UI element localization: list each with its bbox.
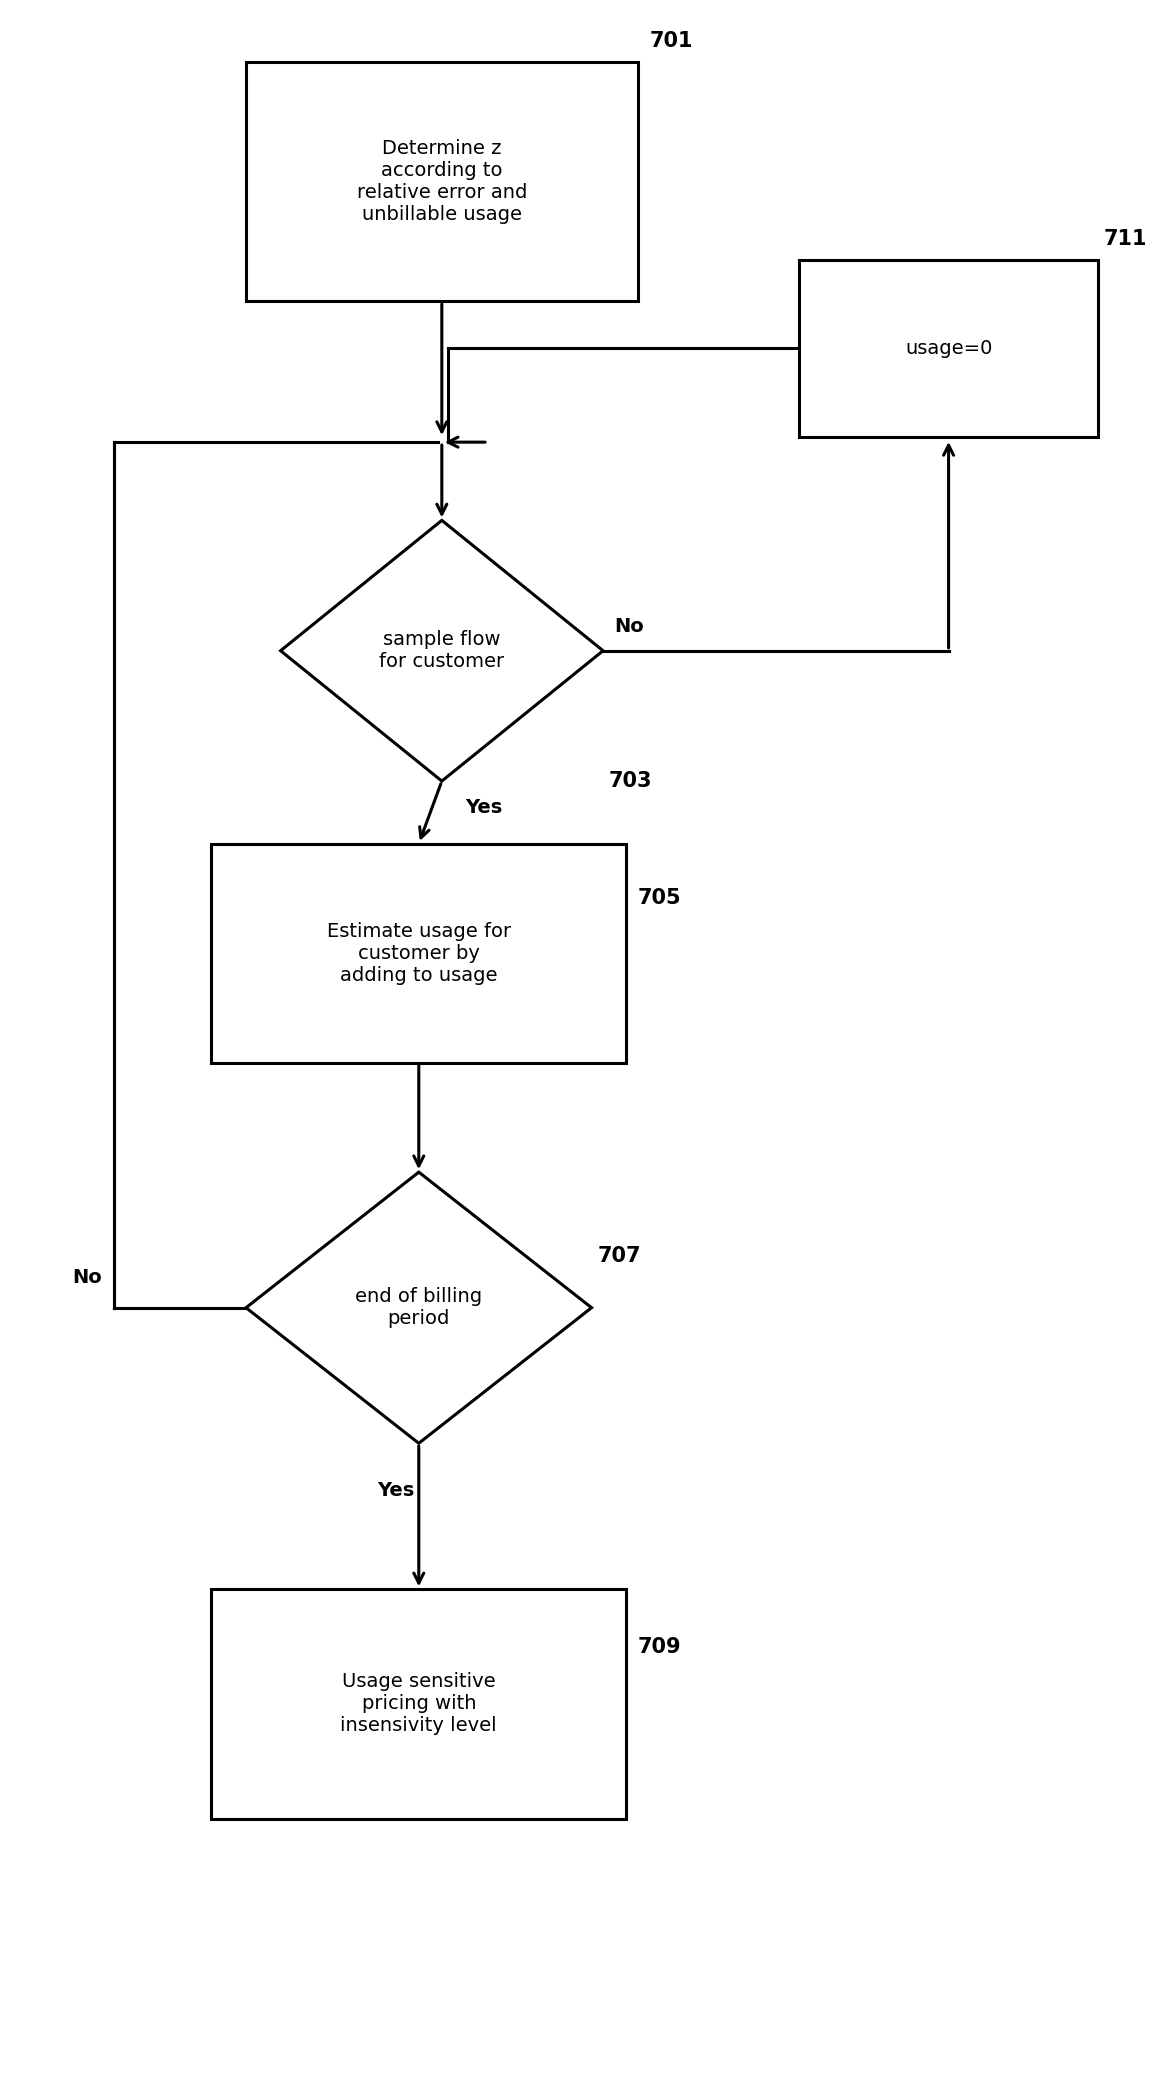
Text: 703: 703 xyxy=(608,771,652,792)
Text: Yes: Yes xyxy=(377,1480,414,1499)
Text: end of billing
period: end of billing period xyxy=(355,1288,483,1328)
Text: usage=0: usage=0 xyxy=(905,339,992,358)
Polygon shape xyxy=(247,1173,592,1443)
Text: Usage sensitive
pricing with
insensivity level: Usage sensitive pricing with insensivity… xyxy=(341,1673,497,1736)
Text: sample flow
for customer: sample flow for customer xyxy=(379,630,505,672)
Text: 705: 705 xyxy=(637,888,682,909)
Text: Determine z
according to
relative error and
unbillable usage: Determine z according to relative error … xyxy=(357,138,527,224)
Bar xyxy=(212,844,626,1062)
Bar xyxy=(212,1589,626,1820)
Text: Yes: Yes xyxy=(465,798,502,817)
Polygon shape xyxy=(280,521,604,781)
Text: 709: 709 xyxy=(637,1638,682,1656)
Text: No: No xyxy=(72,1267,102,1288)
Text: 701: 701 xyxy=(649,31,693,50)
Bar xyxy=(799,260,1098,438)
Text: 707: 707 xyxy=(598,1246,641,1265)
Bar xyxy=(247,61,637,302)
Text: 711: 711 xyxy=(1104,228,1148,249)
Text: No: No xyxy=(614,618,644,637)
Text: Estimate usage for
customer by
adding to usage: Estimate usage for customer by adding to… xyxy=(327,921,511,984)
